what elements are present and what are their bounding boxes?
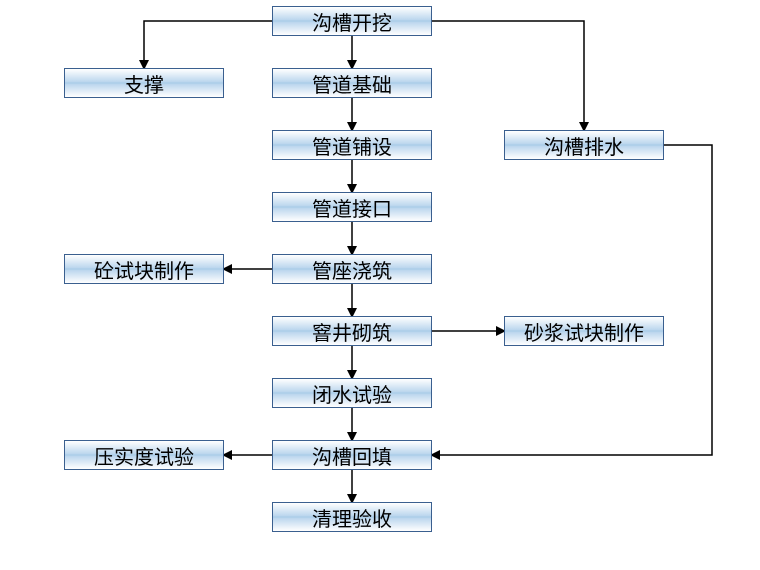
node-n11: 闭水试验	[272, 378, 432, 408]
node-n10: 砂浆试块制作	[504, 316, 664, 346]
node-n5: 沟槽排水	[504, 130, 664, 160]
node-n14: 清理验收	[272, 502, 432, 532]
node-n9: 窨井砌筑	[272, 316, 432, 346]
node-n7: 砼试块制作	[64, 254, 224, 284]
edge-n1-n2	[144, 21, 272, 68]
node-n1: 沟槽开挖	[272, 6, 432, 36]
node-n6: 管道接口	[272, 192, 432, 222]
edge-n1-n5	[432, 21, 584, 130]
node-n2: 支撑	[64, 68, 224, 98]
node-n8: 管座浇筑	[272, 254, 432, 284]
flowchart-canvas: 沟槽开挖支撑 管道基础管道铺设 沟槽排水管道接口砼试块制作 管座浇筑窨井砌筑 砂浆试块制…	[0, 0, 760, 570]
node-n4: 管道铺设	[272, 130, 432, 160]
node-n13: 沟槽回填	[272, 440, 432, 470]
node-n3: 管道基础	[272, 68, 432, 98]
node-n12: 压实度试验	[64, 440, 224, 470]
edge-n5-n13	[432, 145, 712, 455]
